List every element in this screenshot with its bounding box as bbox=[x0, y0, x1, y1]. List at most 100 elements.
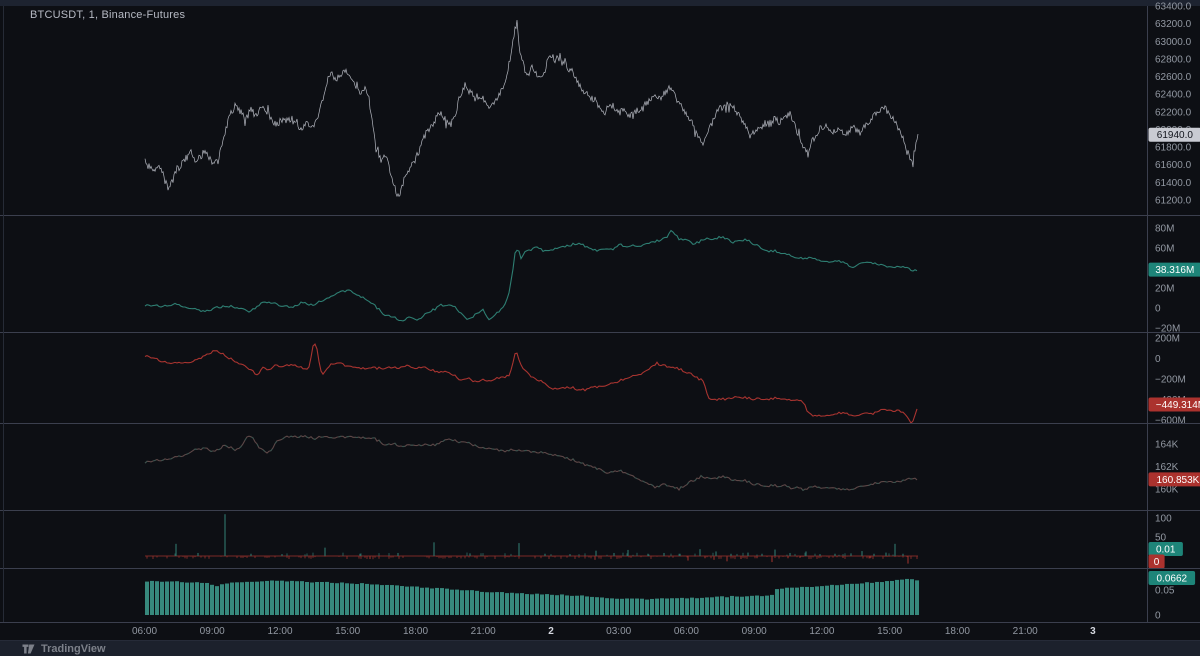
time-axis[interactable]: 06:00 09:00 12:00 15:00 18:00 21:00 2 03:00 06:0… bbox=[132, 626, 1096, 637]
time-tick-label: 06:00 bbox=[674, 626, 699, 637]
svg-text:62200.0: 62200.0 bbox=[1155, 107, 1192, 118]
time-tick-label: 09:00 bbox=[200, 626, 225, 637]
liq-down-spike bbox=[594, 556, 596, 560]
liq-up-spike bbox=[518, 543, 520, 556]
liq-up-spike bbox=[805, 551, 807, 556]
liq-axis-ticks: 100 50 bbox=[1155, 514, 1172, 544]
price-series bbox=[144, 19, 919, 198]
time-tick-label: 06:00 bbox=[132, 626, 157, 637]
liq-down-spike bbox=[869, 556, 871, 559]
time-tick-label: 12:00 bbox=[809, 626, 834, 637]
svg-text:20M: 20M bbox=[1155, 284, 1174, 295]
liq-up-spike bbox=[730, 553, 732, 556]
liq-up-spike bbox=[861, 551, 863, 556]
svg-text:50: 50 bbox=[1155, 533, 1167, 544]
delta-series bbox=[144, 343, 918, 425]
time-tick-label: 18:00 bbox=[945, 626, 970, 637]
liq-up-spike bbox=[613, 552, 615, 556]
svg-text:61400.0: 61400.0 bbox=[1155, 178, 1192, 189]
pane-price[interactable]: 63400.0 63200.0 63000.0 62800.0 62600.0 62400… bbox=[144, 2, 1200, 207]
time-tick-label: 21:00 bbox=[1013, 626, 1038, 637]
svg-text:63400.0: 63400.0 bbox=[1155, 2, 1192, 13]
time-tick-label: 3 bbox=[1090, 626, 1096, 637]
svg-text:200M: 200M bbox=[1155, 334, 1180, 345]
time-tick-label: 21:00 bbox=[471, 626, 496, 637]
svg-text:61940.0: 61940.0 bbox=[1157, 130, 1194, 141]
liq-up-spike bbox=[873, 553, 875, 556]
liq-up-spike bbox=[544, 553, 546, 556]
time-tick-label: 2 bbox=[548, 626, 554, 637]
oi-series bbox=[144, 435, 918, 492]
liq-up-spike bbox=[663, 552, 665, 556]
liq-down-spike bbox=[713, 556, 715, 560]
oi-series-overlay bbox=[144, 435, 918, 492]
svg-text:61800.0: 61800.0 bbox=[1155, 143, 1192, 154]
svg-text:62600.0: 62600.0 bbox=[1155, 72, 1192, 83]
svg-text:164K: 164K bbox=[1155, 440, 1179, 451]
liq-up-spike bbox=[397, 552, 399, 556]
liq-up-spike bbox=[761, 553, 763, 556]
svg-text:0.01: 0.01 bbox=[1156, 545, 1176, 556]
top-strip bbox=[0, 0, 1200, 6]
axis-value-label bbox=[1148, 262, 1200, 277]
liq-up-spike bbox=[679, 553, 681, 556]
liq-down-spike bbox=[787, 556, 789, 559]
pane-ratio[interactable]: 0.05 0 0.0662 bbox=[145, 571, 1196, 622]
pane-liq[interactable]: 100 500.010 bbox=[145, 514, 1183, 569]
time-tick-label: 09:00 bbox=[742, 626, 767, 637]
liq-up-spike bbox=[595, 550, 597, 556]
svg-text:0: 0 bbox=[1155, 611, 1161, 622]
liq-up-spike bbox=[569, 554, 571, 556]
oi-axis-ticks: 164K 162K 160K bbox=[1155, 440, 1179, 496]
liq-up-spike bbox=[699, 549, 701, 556]
svg-text:162K: 162K bbox=[1155, 462, 1179, 473]
liq-up-spike bbox=[647, 553, 649, 556]
liq-up-spike bbox=[774, 549, 776, 556]
time-tick-label: 18:00 bbox=[403, 626, 428, 637]
svg-text:0: 0 bbox=[1154, 557, 1160, 568]
svg-text:60M: 60M bbox=[1155, 244, 1174, 255]
svg-text:−200M: −200M bbox=[1155, 375, 1186, 386]
liq-down-spike bbox=[907, 556, 909, 564]
symbol-legend[interactable]: BTCUSDT, 1, Binance-Futures bbox=[30, 9, 186, 21]
liq-up-spike bbox=[834, 553, 836, 556]
axis-value-label bbox=[1148, 542, 1183, 556]
axis-value-label bbox=[1148, 397, 1200, 412]
svg-text:38.316M: 38.316M bbox=[1155, 265, 1194, 276]
svg-text:63000.0: 63000.0 bbox=[1155, 37, 1192, 48]
svg-text:61200.0: 61200.0 bbox=[1155, 196, 1192, 207]
svg-text:160.853K: 160.853K bbox=[1156, 475, 1199, 486]
liq-down-spike bbox=[704, 556, 706, 559]
liq-up-spike bbox=[469, 553, 471, 556]
tradingview-brand-label[interactable]: TradingView bbox=[41, 643, 106, 655]
liq-up-spike bbox=[894, 543, 896, 556]
tradingview-logo-icon[interactable] bbox=[22, 643, 35, 655]
time-tick-label: 12:00 bbox=[267, 626, 292, 637]
liq-up-spike bbox=[715, 551, 717, 556]
axis-value-label bbox=[1148, 554, 1165, 569]
price-axis-ticks: 63400.0 63200.0 63000.0 62800.0 62600.0 62400… bbox=[1155, 2, 1192, 207]
ratio-axis-ticks: 0.05 0 bbox=[1155, 586, 1175, 622]
cvd-axis-ticks: 80M60M40M20M0−20M bbox=[1155, 224, 1180, 335]
liq-up-spike bbox=[627, 549, 629, 556]
svg-text:−20M: −20M bbox=[1155, 324, 1180, 335]
time-tick-label: 15:00 bbox=[335, 626, 360, 637]
svg-text:0: 0 bbox=[1155, 354, 1161, 365]
liq-up-spike bbox=[281, 554, 283, 556]
svg-text:0.0662: 0.0662 bbox=[1157, 574, 1188, 585]
liq-up-spike bbox=[789, 552, 791, 556]
liq-down-spike bbox=[842, 556, 844, 558]
svg-text:0: 0 bbox=[1155, 304, 1161, 315]
time-tick-label: 03:00 bbox=[606, 626, 631, 637]
axis-value-label bbox=[1148, 472, 1200, 487]
cvd-series bbox=[144, 229, 918, 322]
svg-text:62800.0: 62800.0 bbox=[1155, 54, 1192, 65]
svg-text:62400.0: 62400.0 bbox=[1155, 90, 1192, 101]
liq-down-spike bbox=[369, 556, 371, 560]
time-tick-label: 15:00 bbox=[877, 626, 902, 637]
